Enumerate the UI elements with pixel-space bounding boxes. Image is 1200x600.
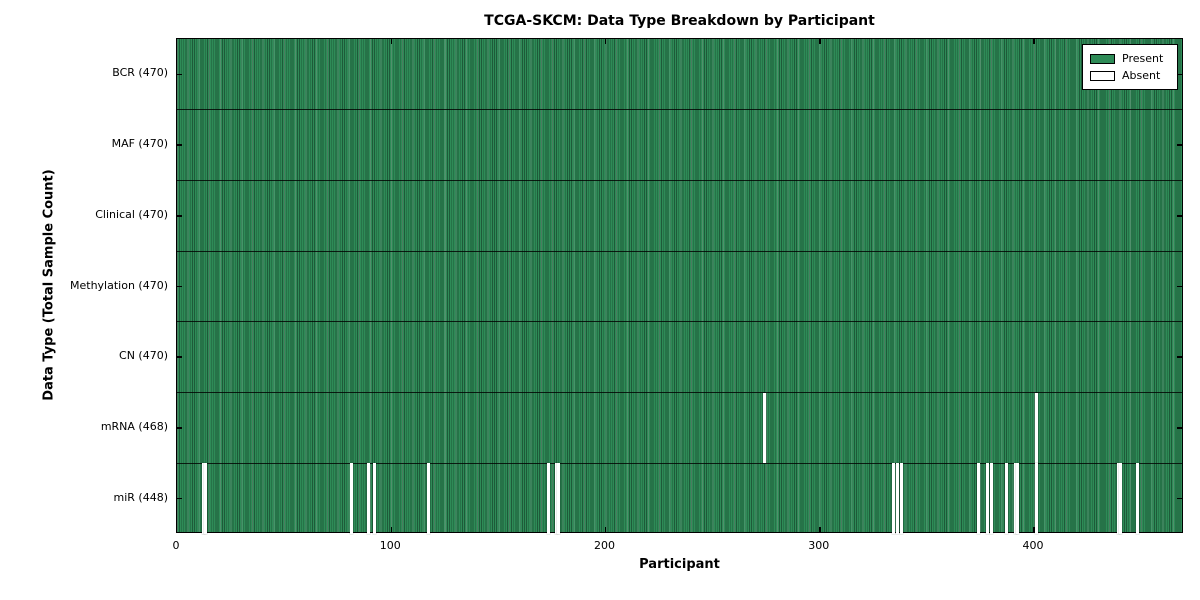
- x-tick-label: 400: [1022, 539, 1044, 552]
- y-tick-left: [177, 73, 182, 76]
- x-tick-top: [390, 39, 392, 44]
- absent-bar-miR-173: [546, 463, 550, 534]
- absent-bar-miR-92: [373, 463, 377, 534]
- y-tick-label: Methylation (470): [70, 278, 168, 292]
- y-tick-left: [177, 285, 182, 288]
- absent-bar-miR-387: [1005, 463, 1009, 534]
- absent-bar-miR-117: [426, 463, 430, 534]
- row-separator: [177, 392, 1182, 394]
- legend-swatch-absent: [1090, 70, 1115, 81]
- legend-item-absent: Absent: [1090, 67, 1170, 84]
- absent-bar-miR-391: [1013, 463, 1017, 534]
- x-axis-title: Participant: [639, 557, 720, 572]
- legend-swatch-present: [1090, 53, 1115, 64]
- x-tick-bottom: [1033, 527, 1035, 532]
- absent-bar-miR-334: [891, 463, 895, 534]
- legend: Present Absent: [1082, 44, 1178, 90]
- absent-bar-miR-392: [1015, 463, 1019, 534]
- x-tick-top: [819, 39, 821, 44]
- y-tick-right: [1177, 356, 1182, 358]
- absent-bar-miR-380: [990, 463, 994, 534]
- row-separator: [177, 250, 1182, 252]
- plot-area: [176, 38, 1183, 534]
- y-tick-right: [1177, 497, 1182, 500]
- y-tick-label: MAF (470): [111, 137, 168, 151]
- chart-title: TCGA-SKCM: Data Type Breakdown by Partic…: [484, 13, 875, 29]
- absent-bar-miR-448: [1135, 463, 1139, 534]
- y-tick-label: BCR (470): [112, 66, 168, 80]
- row-separator: [177, 462, 1182, 464]
- y-tick-label: Clinical (470): [95, 207, 168, 221]
- absent-bar-miR-338: [900, 463, 904, 534]
- y-tick-label: mRNA (468): [100, 419, 168, 433]
- y-tick-left: [177, 427, 182, 429]
- absent-bar-miR-12: [201, 463, 205, 534]
- absent-bar-miR-89: [366, 463, 370, 534]
- y-tick-left: [177, 215, 182, 217]
- y-tick-right: [1177, 144, 1182, 146]
- row-separator: [177, 109, 1182, 111]
- x-tick-label: 200: [594, 539, 615, 552]
- absent-bar-mRNA-401: [1035, 392, 1039, 464]
- absent-bar-miR-13: [203, 463, 207, 534]
- x-tick-label: 100: [379, 539, 401, 552]
- y-tick-right: [1177, 427, 1182, 429]
- y-tick-right: [1177, 285, 1182, 288]
- y-tick-left: [177, 497, 182, 500]
- absent-bar-miR-378: [985, 463, 989, 534]
- absent-bar-miR-439: [1116, 463, 1120, 534]
- y-tick-right: [1177, 215, 1182, 217]
- legend-label: Absent: [1122, 69, 1161, 82]
- x-tick-bottom: [390, 527, 392, 532]
- x-tick-label: 0: [172, 539, 180, 552]
- y-tick-left: [177, 356, 182, 358]
- absent-bar-miR-374: [977, 463, 981, 534]
- y-tick-right: [1177, 73, 1182, 76]
- x-tick-top: [604, 39, 607, 44]
- x-tick-bottom: [819, 527, 821, 532]
- y-tick-label: CN (470): [119, 349, 168, 363]
- x-tick-bottom: [604, 527, 607, 532]
- absent-bar-mRNA-274: [763, 392, 767, 464]
- absent-bar-miR-440: [1118, 463, 1122, 534]
- absent-bar-miR-336: [895, 463, 899, 534]
- y-tick-left: [177, 144, 182, 146]
- absent-bar-miR-178: [557, 463, 561, 534]
- y-tick-label: miR (448): [113, 490, 169, 504]
- x-tick-label: 300: [808, 539, 830, 552]
- absent-bar-miR-177: [555, 463, 559, 534]
- absent-bar-miR-401: [1035, 463, 1039, 534]
- legend-item-present: Present: [1090, 50, 1170, 67]
- absent-bar-miR-81: [349, 463, 353, 534]
- row-separator: [177, 321, 1182, 323]
- x-tick-top: [1033, 39, 1035, 44]
- row-separator: [177, 179, 1182, 181]
- legend-label: Present: [1122, 52, 1164, 65]
